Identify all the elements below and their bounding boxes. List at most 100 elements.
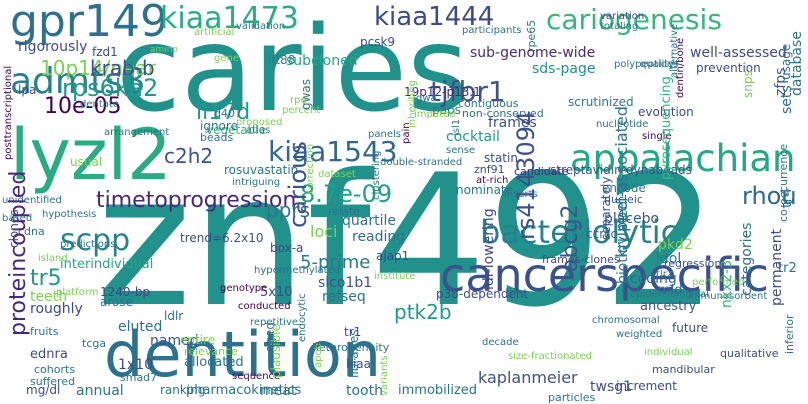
- cloud-word: variation: [600, 11, 645, 22]
- cloud-word: sub-genome-wide: [470, 45, 596, 61]
- cloud-word: prevention: [696, 61, 761, 75]
- cloud-word: sequence: [232, 371, 281, 382]
- cloud-word: evolution: [638, 105, 694, 119]
- cloud-word-vertical: inheriting: [407, 80, 418, 128]
- cloud-word: rpe: [290, 95, 307, 106]
- cloud-word: nucleotide: [596, 119, 649, 130]
- cloud-word: imputed: [414, 109, 456, 120]
- cloud-word-vertical: abcg2: [558, 204, 583, 272]
- cloud-word: intriguing: [232, 177, 281, 188]
- cloud-word: 5-prime: [300, 252, 371, 273]
- cloud-word-vertical: sets: [779, 85, 795, 114]
- cloud-word: contiguous: [458, 97, 519, 110]
- cloud-word-vertical: nkx2-3: [719, 259, 735, 308]
- cloud-word: subcloned: [286, 53, 358, 69]
- cloud-word: tlr2: [656, 269, 674, 280]
- cloud-word: chromosomal: [592, 315, 660, 326]
- cloud-word: predictions: [60, 239, 116, 250]
- cloud-word: quality: [640, 59, 675, 70]
- cloud-word: amino: [150, 45, 178, 55]
- cloud-word: ignore: [200, 119, 238, 133]
- cloud-word: arose: [100, 295, 133, 309]
- cloud-word: pkd2: [658, 237, 693, 253]
- cloud-word: percent: [282, 105, 321, 116]
- cloud-word: vegetable: [206, 123, 266, 137]
- cloud-word: lpa: [18, 83, 37, 97]
- cloud-word: annual: [76, 383, 124, 399]
- cloud-word: dentition: [104, 318, 382, 391]
- cloud-word: genotype: [220, 283, 268, 294]
- cloud-word: named: [150, 333, 199, 349]
- cloud-word: roughly: [30, 301, 83, 317]
- cloud-word: admts3: [10, 61, 146, 102]
- cloud-word: kiaa: [346, 357, 371, 371]
- cloud-word: decade: [482, 337, 519, 348]
- cloud-word: nominate: [456, 183, 514, 197]
- cloud-word: unidentified: [2, 195, 62, 206]
- cloud-word: hypermethylated: [254, 265, 341, 276]
- cloud-word: weighted: [616, 329, 663, 340]
- cloud-word-vertical: clustering: [371, 150, 382, 200]
- cloud-word-vertical: biotinylated: [615, 200, 631, 284]
- cloud-word: 5x10: [260, 285, 293, 300]
- cloud-word: cdna: [18, 225, 45, 238]
- cloud-word: fruits: [30, 325, 59, 338]
- cloud-word: future: [672, 321, 709, 335]
- cloud-word: conducted: [238, 301, 291, 312]
- cloud-word: repetitive: [250, 317, 299, 328]
- cloud-word: increment: [616, 379, 677, 393]
- cloud-word: 1x10: [118, 357, 154, 373]
- cloud-word: immobilized: [398, 383, 478, 398]
- cloud-word: relate: [328, 205, 360, 218]
- cloud-word: particles: [548, 391, 596, 404]
- cloud-word: refseq: [322, 289, 366, 305]
- cloud-word: tr5: [30, 266, 62, 291]
- cloud-word: ptk2b: [394, 300, 452, 324]
- cloud-word-vertical: rpe65: [525, 19, 538, 52]
- cloud-word: quartile: [342, 213, 396, 229]
- cloud-word-vertical: categories: [739, 222, 755, 296]
- cloud-word: mg/dl: [26, 383, 61, 397]
- cloud-word: arrangement: [104, 127, 170, 138]
- cloud-word: twsg1: [590, 379, 633, 395]
- cloud-word: encode: [602, 181, 646, 195]
- cloud-word: cariogenesis: [546, 3, 722, 36]
- cloud-word: nucleic: [604, 193, 643, 206]
- cloud-word: sense: [446, 145, 476, 156]
- cloud-word: bacteriolytic: [480, 213, 679, 251]
- cloud-word: totaling: [600, 21, 639, 32]
- cloud-word: kiaa1473: [160, 1, 299, 36]
- cloud-word: kaplanmeier: [478, 368, 578, 387]
- cloud-word: rps6ka2: [62, 74, 159, 102]
- cloud-word-vertical: usage: [779, 43, 793, 80]
- cloud-word: platform: [56, 287, 99, 298]
- cloud-word-vertical: rs4143094: [512, 110, 540, 240]
- cloud-word: suffered: [30, 375, 76, 388]
- cloud-word: pprs: [266, 198, 311, 222]
- cloud-word: reading: [352, 229, 406, 245]
- cloud-word: ccrcc: [586, 227, 618, 241]
- cloud-word: artificial: [194, 27, 235, 38]
- cloud-word: pharmacokinetics: [186, 383, 302, 398]
- cloud-word: usual: [70, 155, 103, 169]
- cloud-word: 10e-05: [44, 94, 122, 119]
- cloud-word: gene: [214, 53, 239, 64]
- cloud-word: dentate: [80, 99, 119, 110]
- cloud-word: inserts: [504, 189, 538, 200]
- cloud-word: heterogeneity: [312, 341, 390, 354]
- cloud-word-vertical: proteincoupled: [6, 170, 31, 336]
- cloud-word: p38-dependent: [436, 287, 529, 301]
- cloud-word: dataset: [318, 169, 356, 180]
- cloud-word: participants: [462, 25, 522, 36]
- cloud-word: qualitative: [720, 347, 779, 360]
- cloud-word: kiaa1444: [374, 2, 495, 32]
- cloud-word: scpp: [60, 223, 131, 258]
- cloud-word: mid: [658, 283, 683, 298]
- cloud-word: ednra: [30, 347, 68, 362]
- cloud-word: caries: [116, 0, 469, 138]
- cloud-word: institute: [374, 271, 416, 282]
- cloud-word-vertical: pyrosequencing: [659, 76, 674, 180]
- cloud-word: d407: [214, 107, 242, 120]
- cloud-word-vertical: inferior: [783, 314, 796, 355]
